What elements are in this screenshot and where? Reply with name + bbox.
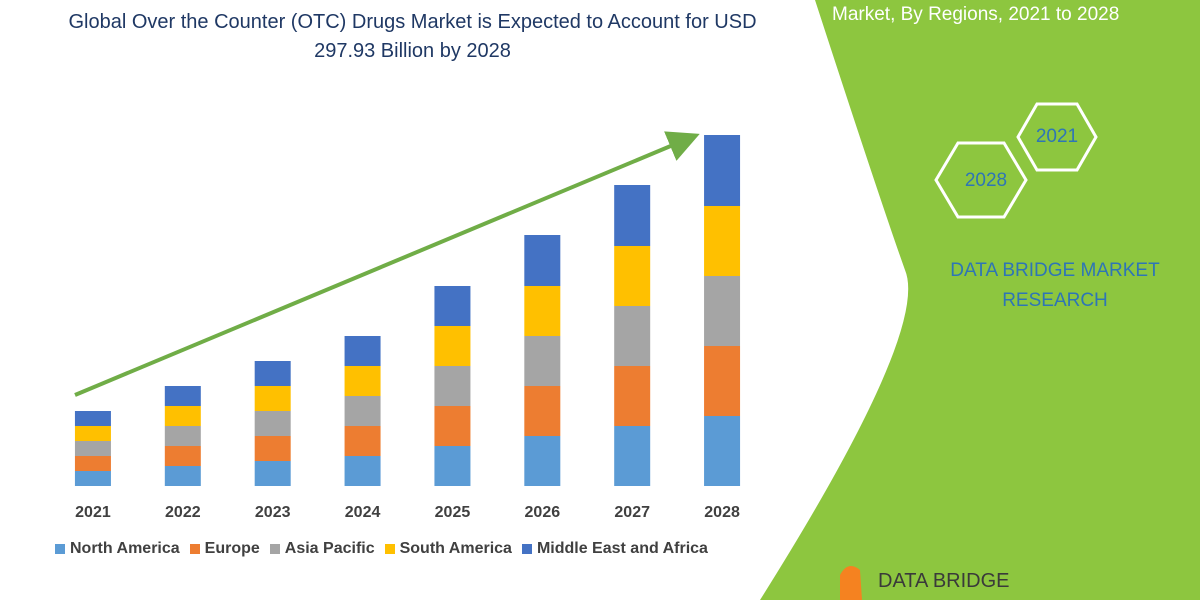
legend-swatch	[189, 544, 200, 554]
bar-segment	[434, 326, 471, 366]
bar-segment	[614, 366, 651, 426]
chart-title: Global Over the Counter (OTC) Drugs Mark…	[68, 11, 757, 62]
legend-item: South America	[384, 540, 512, 558]
bar-segment	[704, 135, 741, 206]
hexagons	[934, 102, 1098, 219]
legend-swatch	[55, 544, 65, 554]
bar-segment	[434, 406, 471, 446]
bar-segment	[254, 411, 291, 436]
x-tick-label: 2025	[435, 504, 471, 521]
badge: 2028	[965, 170, 1007, 191]
legend-swatch	[384, 544, 395, 554]
bar-segment	[164, 446, 201, 466]
badge: 2021	[1036, 126, 1078, 147]
legend-item: Asia Pacific	[269, 540, 375, 558]
bar-segment	[524, 436, 561, 486]
bar-segment	[74, 411, 111, 426]
bar-segment	[74, 456, 111, 471]
legend-label: North America	[70, 540, 180, 557]
bar-segment	[524, 286, 561, 336]
bar-segment	[74, 441, 111, 456]
legend-label: South America	[399, 540, 512, 557]
legend-item: Europe	[189, 540, 260, 558]
bar-segment	[704, 346, 741, 416]
brand: DATA BRIDGE MARKET RESEARCH	[950, 260, 1160, 311]
x-tick-label: 2028	[704, 504, 740, 521]
bar-segment	[164, 386, 201, 406]
bar-segment	[524, 386, 561, 436]
bar-segment	[614, 185, 651, 246]
bar-segment	[254, 436, 291, 461]
legend-label: Middle East and Africa	[536, 540, 708, 557]
bar-segment	[704, 276, 741, 346]
bar-segment	[344, 336, 381, 366]
legend-swatch	[521, 544, 532, 554]
bar-segment	[434, 446, 471, 486]
legend-label: Europe	[204, 540, 260, 557]
bar-segment	[164, 466, 201, 486]
logo: DATA BRIDGE	[878, 570, 1010, 592]
bar-segment	[254, 461, 291, 486]
bar-segment	[254, 386, 291, 411]
bar-segment	[74, 471, 111, 486]
bar-segment	[344, 426, 381, 456]
bar-segment	[344, 366, 381, 396]
x-tick-label: 2021	[75, 504, 111, 521]
bar-segment	[434, 286, 471, 326]
trend-arrow	[74, 131, 700, 397]
legend-swatch	[269, 544, 280, 554]
bar-segment	[254, 361, 291, 386]
bar-segment	[614, 306, 651, 366]
bar-segment	[704, 416, 741, 486]
bar-segment	[164, 406, 201, 426]
x-tick-label: 2026	[525, 504, 561, 521]
bar-segment	[524, 336, 561, 386]
x-tick-label: 2023	[255, 504, 291, 521]
bar-segment	[614, 246, 651, 306]
legend-item: Middle East and Africa	[521, 540, 708, 558]
legend-label: Asia Pacific	[284, 540, 375, 557]
bar-segment	[434, 366, 471, 406]
bar-segment	[344, 396, 381, 426]
subtitle: Market, By Regions, 2021 to 2028	[832, 4, 1120, 25]
legend: North America Europe Asia Pacific South Ame…	[55, 540, 708, 558]
bar-segment	[704, 206, 741, 276]
legend-item: North America	[55, 540, 180, 558]
x-tick-label: 2024	[345, 504, 381, 521]
bar-segment	[164, 426, 201, 446]
bar-segment	[614, 426, 651, 486]
bar-segment	[74, 426, 111, 441]
x-tick-label: 2027	[614, 504, 650, 521]
logo-icon	[840, 566, 862, 600]
bar-segment	[524, 235, 561, 286]
x-tick-label: 2022	[165, 504, 201, 521]
bar-segment	[344, 456, 381, 486]
